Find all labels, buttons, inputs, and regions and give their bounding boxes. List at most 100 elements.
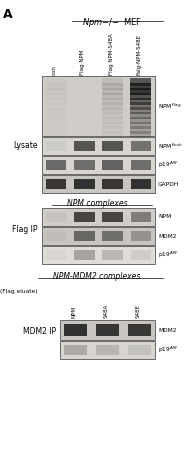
- Text: Lysate: Lysate: [13, 140, 38, 149]
- Text: NPM-MDM2 complexes: NPM-MDM2 complexes: [53, 272, 141, 281]
- Bar: [130, 107, 151, 114]
- Bar: [46, 160, 66, 170]
- Bar: [46, 107, 66, 114]
- Bar: [102, 117, 123, 124]
- Text: $\it{Npm}$$\mathit{-/\!-}$ MEF: $\it{Npm}$$\mathit{-/\!-}$ MEF: [82, 16, 142, 29]
- Bar: [102, 107, 123, 114]
- Bar: [74, 179, 95, 190]
- Bar: [102, 93, 123, 100]
- Bar: [46, 179, 66, 190]
- Bar: [131, 140, 151, 152]
- Bar: [102, 140, 123, 152]
- Bar: [130, 126, 151, 133]
- Bar: [46, 93, 66, 100]
- Bar: [131, 212, 151, 222]
- Text: p19$^{ARF}$: p19$^{ARF}$: [158, 345, 179, 355]
- Bar: [60, 320, 155, 340]
- Bar: [74, 117, 95, 124]
- Bar: [130, 122, 151, 129]
- Bar: [74, 112, 95, 119]
- Bar: [96, 344, 119, 355]
- Bar: [130, 93, 151, 100]
- Bar: [46, 212, 66, 222]
- Bar: [46, 126, 66, 133]
- Bar: [74, 79, 95, 86]
- Bar: [42, 156, 155, 174]
- Bar: [46, 131, 66, 139]
- Bar: [74, 107, 95, 114]
- Bar: [74, 122, 95, 129]
- Bar: [74, 140, 95, 152]
- Bar: [130, 88, 151, 95]
- Bar: [42, 76, 155, 136]
- Text: Falg-NPM-S48E: Falg-NPM-S48E: [137, 34, 142, 75]
- Bar: [102, 79, 123, 86]
- Bar: [130, 83, 151, 90]
- Bar: [102, 102, 123, 110]
- Text: NPM: NPM: [72, 306, 77, 318]
- Bar: [131, 179, 151, 190]
- Bar: [74, 102, 95, 110]
- Bar: [131, 160, 151, 170]
- Bar: [46, 231, 66, 241]
- Text: Flag IP: Flag IP: [12, 226, 38, 234]
- Bar: [130, 112, 151, 119]
- Bar: [102, 83, 123, 90]
- Bar: [46, 117, 66, 124]
- Text: MDM2: MDM2: [158, 234, 176, 239]
- Bar: [131, 231, 151, 241]
- Bar: [130, 117, 151, 124]
- Bar: [74, 231, 95, 241]
- Bar: [102, 131, 123, 139]
- Text: NPM complexes: NPM complexes: [67, 199, 127, 208]
- Bar: [74, 83, 95, 90]
- Text: MDM2 IP: MDM2 IP: [23, 328, 56, 336]
- Text: p19$^{ARF}$: p19$^{ARF}$: [158, 160, 179, 170]
- Text: Flag NPM: Flag NPM: [80, 50, 85, 75]
- Bar: [74, 93, 95, 100]
- Bar: [42, 246, 155, 264]
- Text: S48E: S48E: [135, 304, 140, 318]
- Bar: [42, 227, 155, 245]
- Bar: [46, 122, 66, 129]
- Bar: [64, 344, 87, 355]
- Bar: [46, 112, 66, 119]
- Text: p19$^{ARF}$: p19$^{ARF}$: [158, 250, 179, 260]
- Bar: [102, 179, 123, 190]
- Bar: [130, 79, 151, 86]
- Bar: [42, 137, 155, 155]
- Bar: [102, 112, 123, 119]
- Bar: [64, 324, 87, 336]
- Bar: [74, 160, 95, 170]
- Bar: [46, 98, 66, 105]
- Bar: [46, 88, 66, 95]
- Bar: [74, 88, 95, 95]
- Bar: [102, 122, 123, 129]
- Bar: [96, 324, 119, 336]
- Text: con: con: [52, 65, 57, 75]
- Bar: [46, 79, 66, 86]
- Bar: [42, 175, 155, 193]
- Bar: [128, 324, 151, 336]
- Bar: [130, 98, 151, 105]
- Text: NPM$^{Flag}$: NPM$^{Flag}$: [158, 102, 182, 110]
- Bar: [46, 102, 66, 110]
- Bar: [74, 126, 95, 133]
- Bar: [102, 98, 123, 105]
- Bar: [74, 98, 95, 105]
- Bar: [46, 83, 66, 90]
- Bar: [74, 212, 95, 222]
- Bar: [130, 102, 151, 110]
- Bar: [46, 140, 66, 152]
- Bar: [102, 126, 123, 133]
- Text: MDM2: MDM2: [158, 328, 176, 332]
- Bar: [102, 160, 123, 170]
- Bar: [130, 131, 151, 139]
- Bar: [102, 231, 123, 241]
- Text: (Flag eluate): (Flag eluate): [0, 289, 38, 294]
- Text: Flag NPM-S48A: Flag NPM-S48A: [109, 33, 114, 75]
- Text: NPM$^{Endo}$: NPM$^{Endo}$: [158, 141, 183, 151]
- Bar: [128, 344, 151, 355]
- Text: NPM: NPM: [158, 214, 171, 219]
- Bar: [102, 249, 123, 260]
